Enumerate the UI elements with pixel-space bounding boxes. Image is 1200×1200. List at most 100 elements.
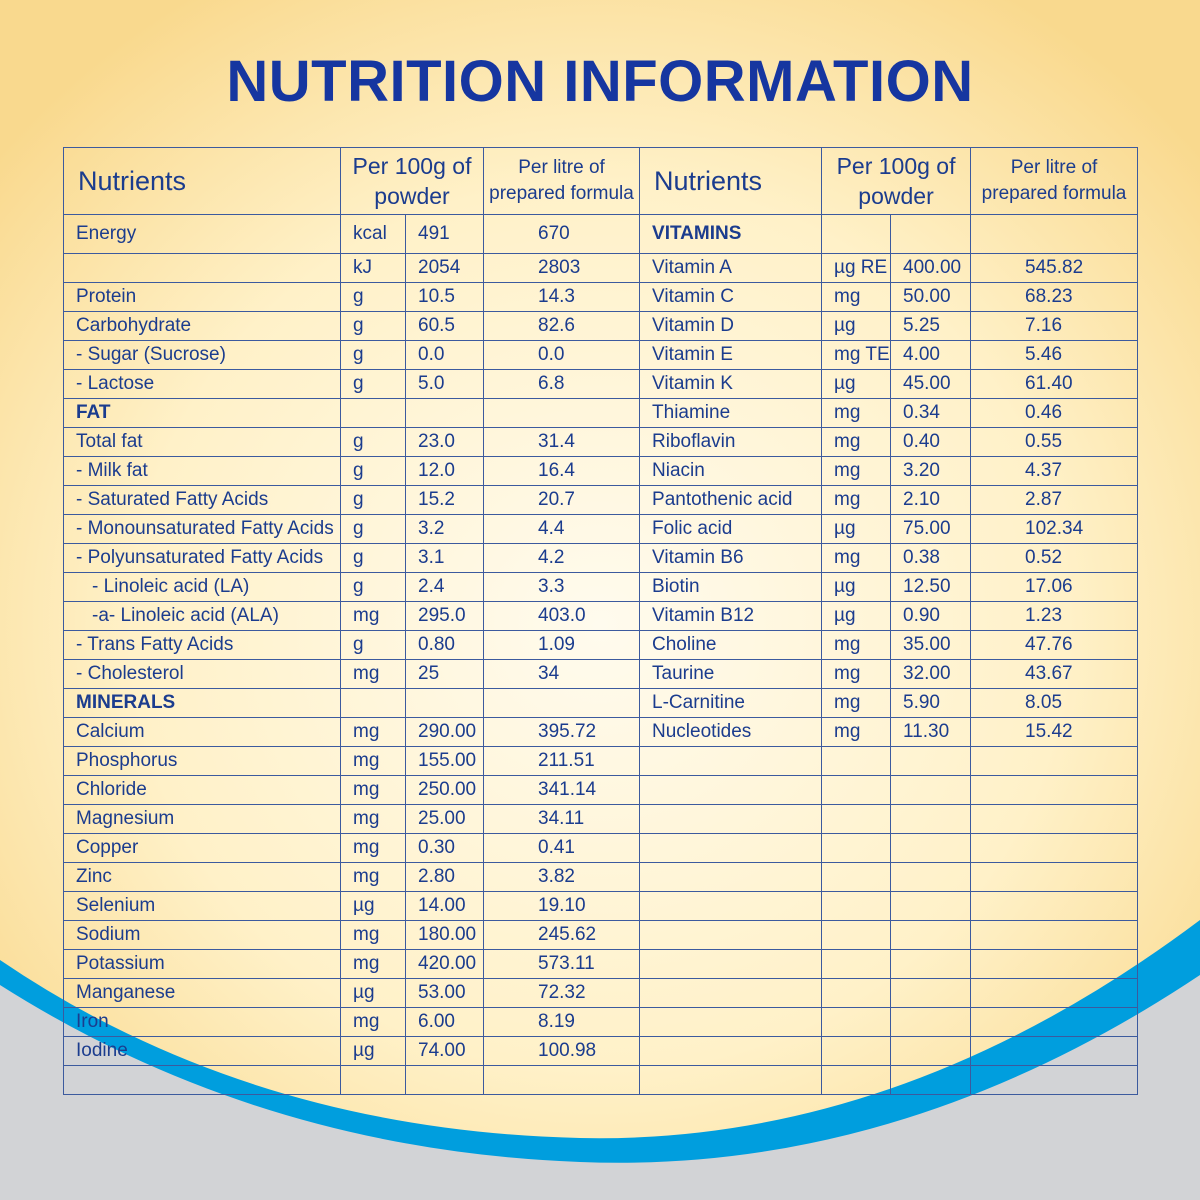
- per100g-value: 50.00: [890, 282, 972, 312]
- nutrient-name: Total fat: [63, 427, 341, 457]
- per100g-value: 5.90: [890, 688, 972, 718]
- perlitre-value: [483, 1065, 641, 1095]
- nutrient-name: [639, 1065, 823, 1095]
- perlitre-value: 20.7: [483, 485, 641, 515]
- table-row: - Saturated Fatty Acids g 15.2 20.7 Pantothe…: [63, 485, 1139, 515]
- unit-cell: [821, 920, 892, 950]
- unit-cell: [821, 949, 892, 979]
- per100g-value: 0.0: [404, 340, 485, 370]
- table-row: Chloride mg 250.00 341.14: [63, 775, 1139, 805]
- unit-cell: [821, 833, 892, 863]
- unit-cell: mg: [821, 630, 892, 660]
- per100g-value: 4.00: [890, 340, 972, 370]
- perlitre-value: [483, 398, 641, 428]
- per100g-value: 2054: [404, 253, 485, 283]
- unit-cell: mg: [821, 688, 892, 718]
- unit-cell: µg: [340, 891, 406, 921]
- unit-cell: g: [340, 630, 406, 660]
- nutrient-name: - Linoleic acid (LA): [63, 572, 341, 602]
- nutrient-name: [639, 920, 823, 950]
- nutrient-name: Phosphorus: [63, 746, 341, 776]
- perlitre-value: 102.34: [970, 514, 1139, 544]
- per100g-value: 420.00: [404, 949, 485, 979]
- per100g-value: [890, 1007, 972, 1037]
- header-nutrients-right: Nutrients: [639, 147, 823, 215]
- page-title: NUTRITION INFORMATION: [226, 49, 974, 114]
- per100g-value: [890, 1036, 972, 1066]
- per100g-value: 53.00: [404, 978, 485, 1008]
- perlitre-value: [970, 1036, 1139, 1066]
- unit-cell: g: [340, 282, 406, 312]
- nutrient-name: [639, 833, 823, 863]
- unit-cell: mg: [821, 398, 892, 428]
- unit-cell: µg: [340, 1036, 406, 1066]
- unit-cell: mg: [340, 833, 406, 863]
- per100g-value: 5.25: [890, 311, 972, 341]
- section-heading: VITAMINS: [639, 214, 823, 254]
- nutrient-name: Carbohydrate: [63, 311, 341, 341]
- per100g-value: 32.00: [890, 659, 972, 689]
- perlitre-value: 3.82: [483, 862, 641, 892]
- table-row: Energy kcal 491 670 VITAMINS: [63, 214, 1139, 254]
- perlitre-value: [970, 775, 1139, 805]
- nutrient-name: - Monounsaturated Fatty Acids: [63, 514, 341, 544]
- perlitre-value: 7.16: [970, 311, 1139, 341]
- nutrient-name: Manganese: [63, 978, 341, 1008]
- per100g-value: 295.0: [404, 601, 485, 631]
- header-row: Nutrients Per 100g of powder Per litre of…: [63, 147, 1139, 215]
- header-per100g-right: Per 100g of powder: [821, 147, 972, 215]
- per100g-value: [890, 949, 972, 979]
- per100g-value: 155.00: [404, 746, 485, 776]
- nutrient-name: Riboflavin: [639, 427, 823, 457]
- unit-cell: mg: [340, 949, 406, 979]
- per100g-value: 75.00: [890, 514, 972, 544]
- unit-cell: g: [340, 456, 406, 486]
- perlitre-value: 0.55: [970, 427, 1139, 457]
- perlitre-value: 545.82: [970, 253, 1139, 283]
- nutrient-name: Biotin: [639, 572, 823, 602]
- table-row: Total fat g 23.0 31.4 Riboflavin mg 0.40 0.55: [63, 427, 1139, 457]
- unit-cell: mg: [340, 862, 406, 892]
- nutrient-name: Potassium: [63, 949, 341, 979]
- unit-cell: mg: [821, 282, 892, 312]
- perlitre-value: 245.62: [483, 920, 641, 950]
- perlitre-value: 15.42: [970, 717, 1139, 747]
- unit-cell: µg: [821, 514, 892, 544]
- perlitre-value: 31.4: [483, 427, 641, 457]
- nutrient-name: [639, 862, 823, 892]
- perlitre-value: 395.72: [483, 717, 641, 747]
- per100g-value: [890, 214, 972, 254]
- nutrient-name: Zinc: [63, 862, 341, 892]
- perlitre-value: [483, 688, 641, 718]
- perlitre-value: [970, 1065, 1139, 1095]
- unit-cell: mg: [340, 1007, 406, 1037]
- perlitre-value: 1.09: [483, 630, 641, 660]
- nutrient-name: [639, 949, 823, 979]
- nutrient-name: Vitamin A: [639, 253, 823, 283]
- nutrient-name: Sodium: [63, 920, 341, 950]
- per100g-value: [890, 978, 972, 1008]
- perlitre-value: [970, 804, 1139, 834]
- perlitre-value: 68.23: [970, 282, 1139, 312]
- table-row: Iodine µg 74.00 100.98: [63, 1036, 1139, 1066]
- unit-cell: mg: [340, 601, 406, 631]
- per100g-value: 2.80: [404, 862, 485, 892]
- unit-cell: [821, 1036, 892, 1066]
- per100g-value: 0.34: [890, 398, 972, 428]
- unit-cell: [340, 398, 406, 428]
- unit-cell: µg: [821, 572, 892, 602]
- per100g-value: [890, 833, 972, 863]
- perlitre-value: 573.11: [483, 949, 641, 979]
- perlitre-value: [970, 862, 1139, 892]
- table-row: Potassium mg 420.00 573.11: [63, 949, 1139, 979]
- nutrient-name: - Polyunsaturated Fatty Acids: [63, 543, 341, 573]
- perlitre-value: 4.4: [483, 514, 641, 544]
- nutrient-name: Vitamin B6: [639, 543, 823, 573]
- unit-cell: [821, 775, 892, 805]
- nutrient-name: Folic acid: [639, 514, 823, 544]
- unit-cell: [821, 1007, 892, 1037]
- per100g-value: 35.00: [890, 630, 972, 660]
- unit-cell: g: [340, 369, 406, 399]
